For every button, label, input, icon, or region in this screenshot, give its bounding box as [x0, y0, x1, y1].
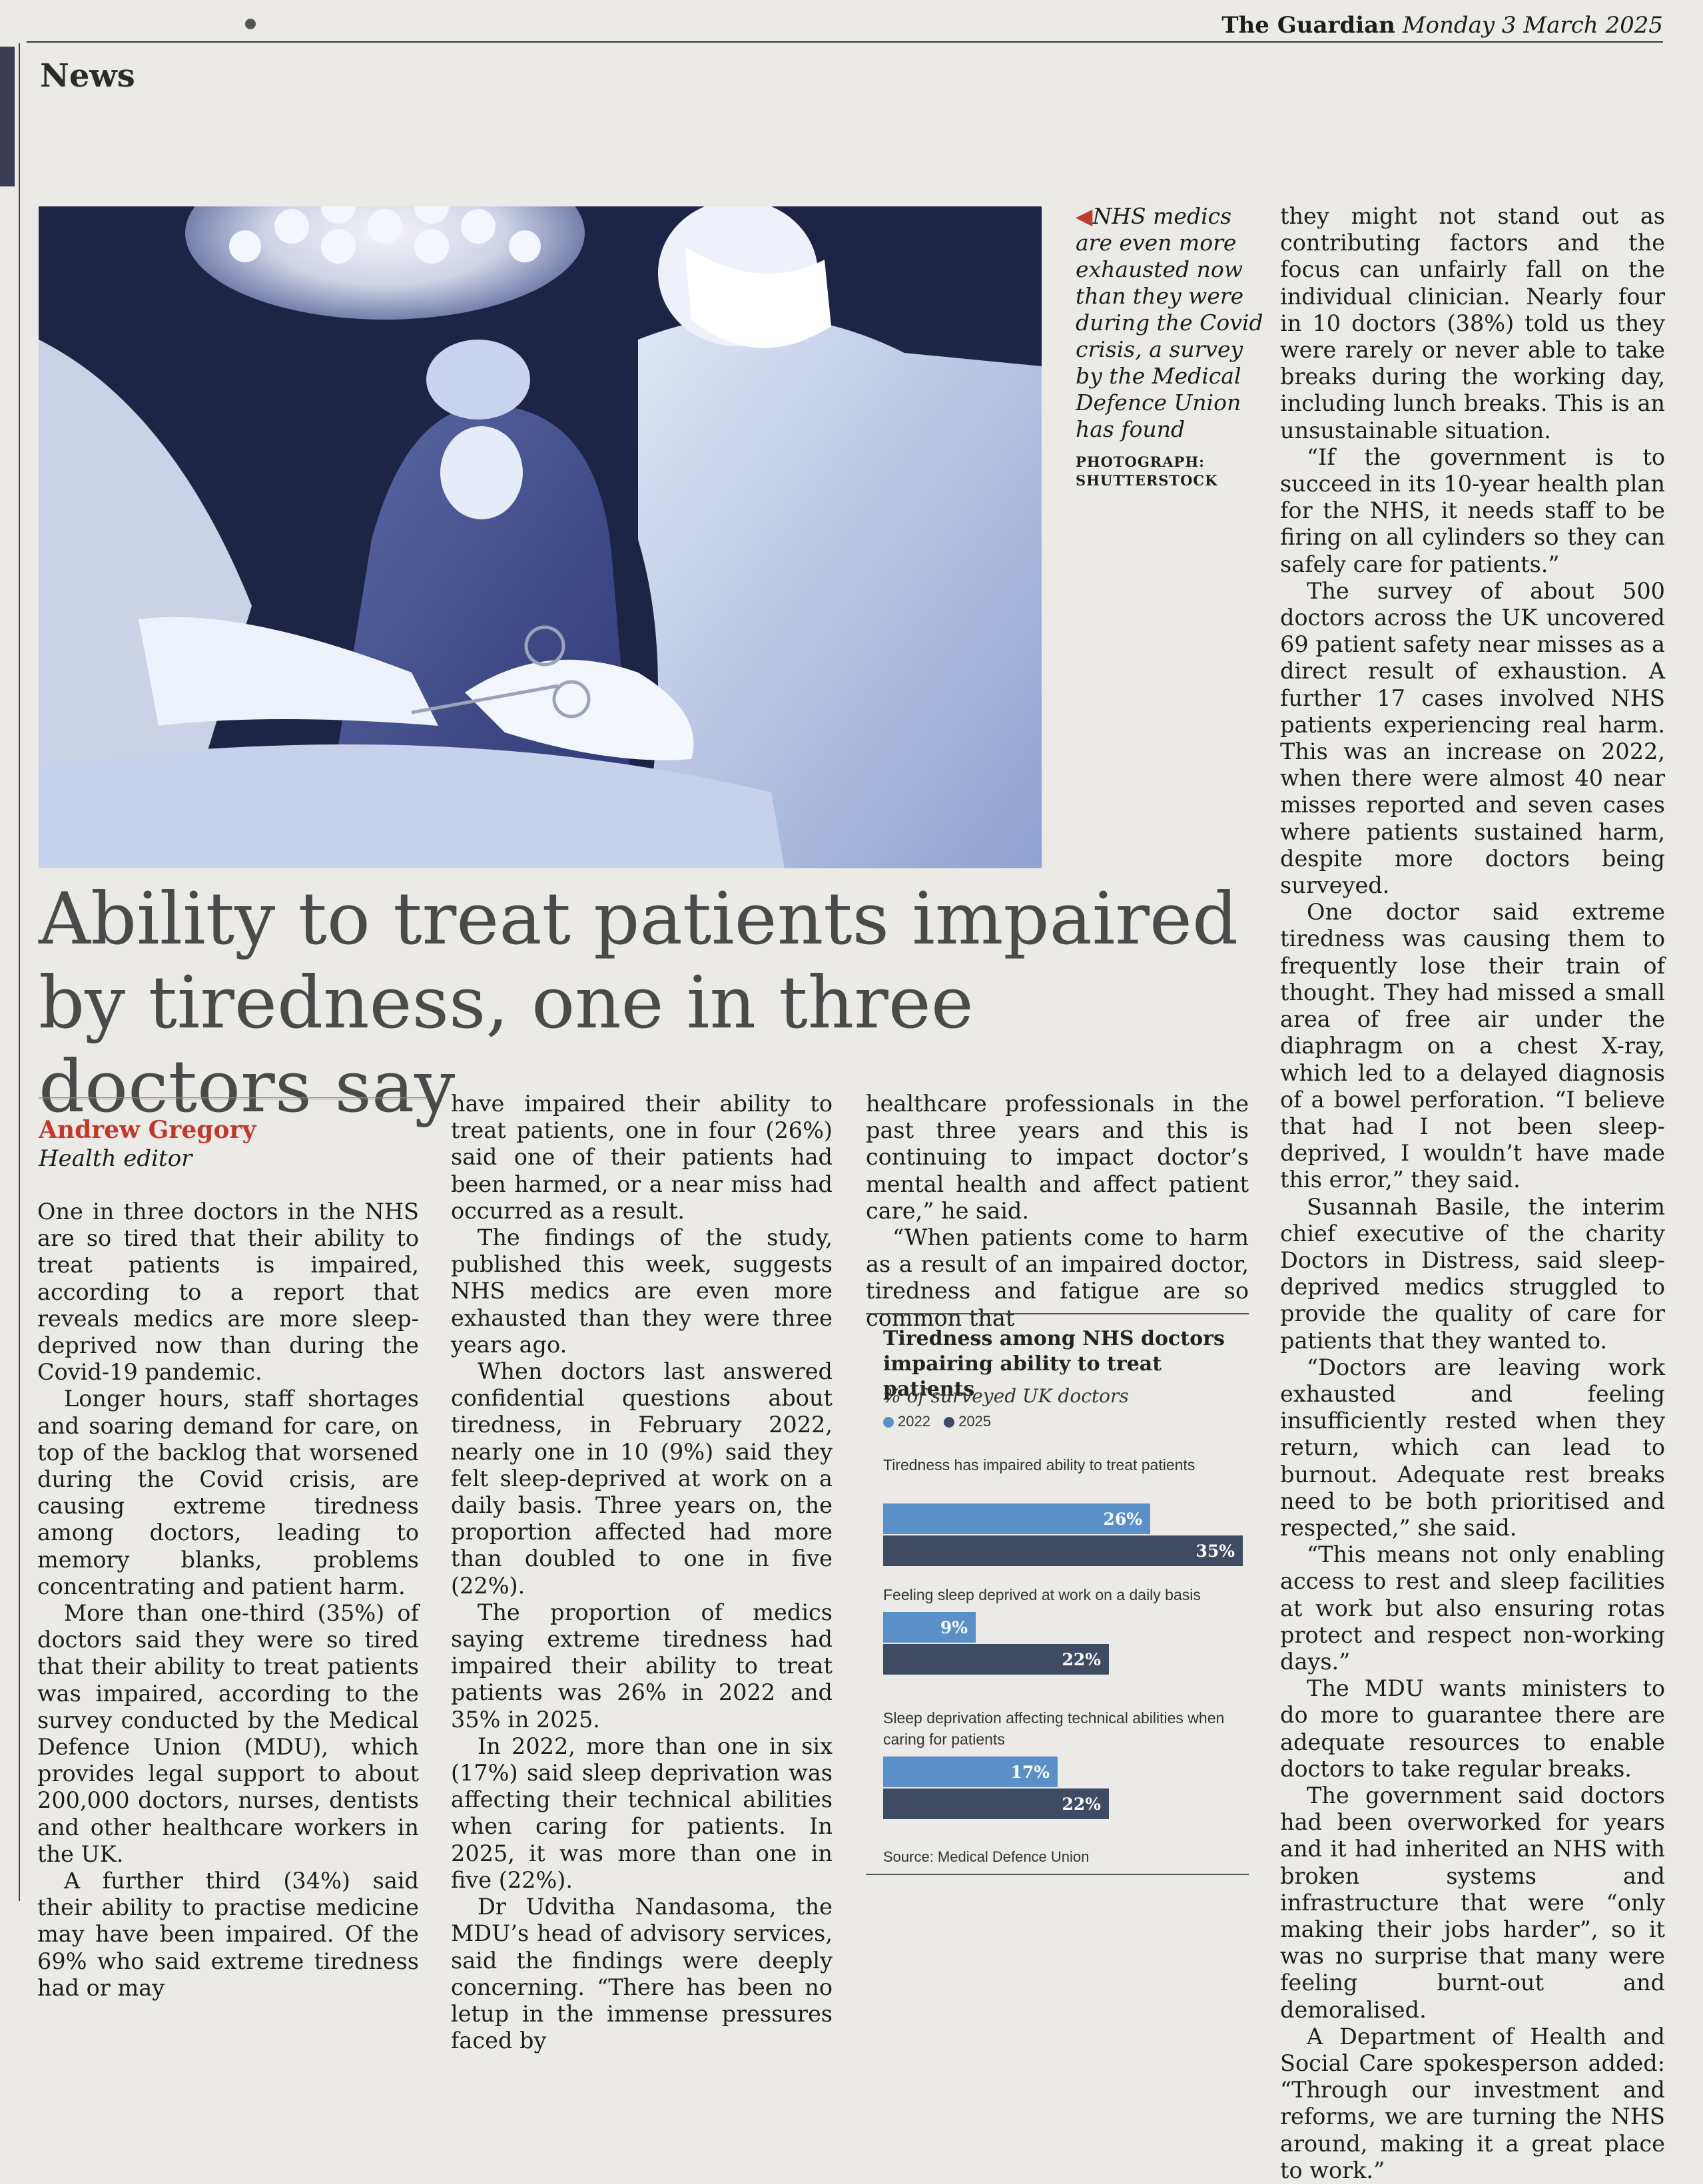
paragraph: Dr Udvitha Nandasoma, the MDU’s head of … — [451, 1894, 833, 2054]
bar-value-label: 22% — [1062, 1650, 1101, 1669]
category-label: Sleep deprivation affecting technical ab… — [883, 1709, 1225, 1748]
legend-item-2022: 2022 — [883, 1413, 930, 1430]
caption-text: NHS medics are even more exhausted now t… — [1076, 203, 1263, 442]
paragraph: Longer hours, staff shortages and soarin… — [37, 1386, 419, 1599]
bar-2022: 9% — [883, 1612, 976, 1643]
body-column-2: have impaired their ability to treat pat… — [451, 1091, 833, 2054]
issue-date: Monday 3 March 2025 — [1402, 12, 1663, 39]
tiredness-bar-chart: Tiredness among NHS doctors impairing ab… — [866, 1313, 1249, 1875]
bar-2025: 22% — [883, 1644, 1109, 1675]
paragraph: The proportion of medics saying extreme … — [451, 1599, 833, 1733]
paragraph: When doctors last answered confidential … — [451, 1358, 833, 1599]
paragraph: “When patients come to harm as a result … — [866, 1225, 1249, 1331]
paragraph: they might not stand out as contributing… — [1280, 203, 1665, 443]
paragraph: The government said doctors had been ove… — [1280, 1782, 1665, 2023]
headline: Ability to treat patients impaired by ti… — [39, 878, 1239, 1129]
legend-dot-2025 — [944, 1417, 955, 1428]
paragraph: “If the government is to succeed in its … — [1280, 443, 1665, 577]
bar-value-label: 22% — [1062, 1794, 1101, 1814]
caption-pointer-icon: ◀ — [1076, 203, 1093, 229]
category-label: Feeling sleep deprived at work on a dail… — [883, 1586, 1201, 1603]
paragraph: have impaired their ability to treat pat… — [451, 1091, 833, 1224]
body-column-1: One in three doctors in the NHS are so t… — [37, 1199, 419, 2002]
bar-value-label: 35% — [1195, 1541, 1235, 1561]
paragraph: The findings of the study, published thi… — [451, 1225, 833, 1358]
section-label: News — [40, 57, 135, 95]
body-column-4: they might not stand out as contributing… — [1280, 203, 1665, 2184]
paragraph: The survey of about 500 doctors across t… — [1280, 577, 1665, 899]
bar-value-label: 17% — [1010, 1763, 1050, 1782]
author-name: Andrew Gregory — [39, 1116, 256, 1144]
paragraph: More than one-third (35%) of doctors sai… — [37, 1600, 419, 1867]
bar-2022: 26% — [883, 1503, 1150, 1534]
punch-hole — [245, 19, 256, 29]
chart-legend: 2022 2025 — [883, 1413, 1000, 1430]
surgery-photo-illustration — [39, 206, 1042, 868]
paragraph: “This means not only enabling access to … — [1280, 1541, 1665, 1675]
author-role: Health editor — [39, 1145, 192, 1172]
paragraph: The MDU wants ministers to do more to gu… — [1280, 1675, 1665, 1782]
paragraph: “Doctors are leaving work exhausted and … — [1280, 1354, 1665, 1541]
newspaper-name: The Guardian — [1221, 12, 1395, 39]
article-photo — [39, 206, 1042, 868]
masthead-rule — [27, 41, 1663, 43]
legend-item-2025: 2025 — [944, 1413, 991, 1430]
paragraph: One in three doctors in the NHS are so t… — [37, 1199, 419, 1386]
section-color-bar — [0, 47, 15, 186]
chart-subtitle: % of surveyed UK doctors — [883, 1385, 1129, 1407]
paragraph: Susannah Basile, the interim chief execu… — [1280, 1193, 1665, 1354]
bar-2025: 22% — [883, 1788, 1109, 1819]
paragraph: healthcare professionals in the past thr… — [866, 1091, 1249, 1224]
chart-source: Source: Medical Defence Union — [883, 1848, 1090, 1865]
photo-caption: ◀NHS medics are even more exhausted now … — [1076, 203, 1265, 443]
bar-value-label: 26% — [1103, 1509, 1142, 1529]
photo-credit: PHOTOGRAPH: SHUTTERSTOCK — [1076, 453, 1218, 489]
legend-dot-2022 — [883, 1417, 894, 1428]
paragraph: One doctor said extreme tiredness was ca… — [1280, 899, 1665, 1193]
masthead: The Guardian Monday 3 March 2025 — [1221, 12, 1663, 39]
legend-label-2025: 2025 — [958, 1413, 992, 1430]
paragraph: A further third (34%) said their ability… — [37, 1868, 419, 2001]
byline-rule — [39, 1097, 428, 1099]
paragraph: In 2022, more than one in six (17%) said… — [451, 1733, 833, 1893]
page-margin-rule — [19, 43, 20, 1901]
legend-label-2022: 2022 — [898, 1413, 930, 1430]
bar-2025: 35% — [883, 1535, 1243, 1566]
bar-value-label: 9% — [940, 1618, 968, 1637]
category-label: Tiredness has impaired ability to treat … — [883, 1456, 1195, 1474]
bar-2022: 17% — [883, 1757, 1058, 1787]
body-column-3: healthcare professionals in the past thr… — [866, 1091, 1249, 1332]
chart-title: Tiredness among NHS doctors impairing ab… — [883, 1327, 1225, 1401]
paragraph: A Department of Health and Social Care s… — [1280, 2023, 1665, 2183]
